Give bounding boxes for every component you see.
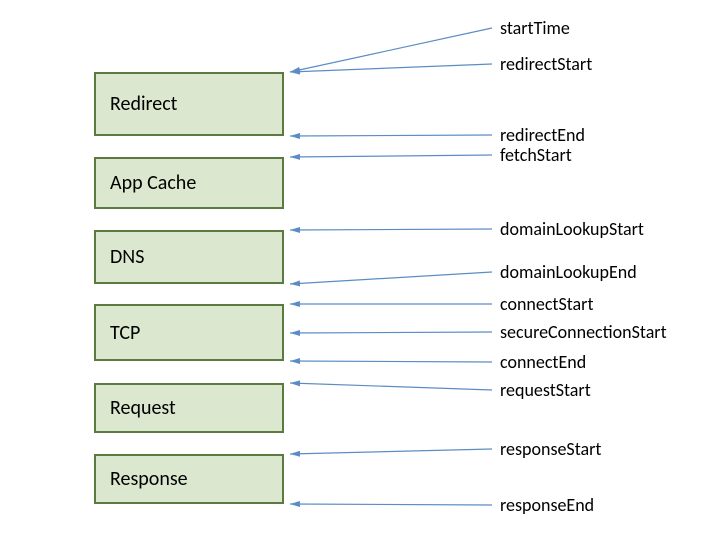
arrow-requestStart [290,383,492,390]
phase-label-response: Response [110,467,188,491]
timing-label-redirectEnd: redirectEnd [500,124,585,146]
arrow-startTime [290,28,492,72]
timing-label-connectEnd: connectEnd [500,351,586,373]
diagram-stage: Redirect App Cache DNS TCP Request Response st… [0,0,720,540]
phase-box-appcache: App Cache [94,157,284,209]
arrow-responseEnd [290,504,492,505]
phase-box-redirect: Redirect [94,72,284,136]
arrow-redirectEnd [290,135,492,136]
phase-box-response: Response [94,454,284,504]
phase-label-dns: DNS [110,245,144,269]
phase-box-tcp: TCP [94,304,284,361]
phase-box-dns: DNS [94,230,284,284]
timing-label-redirectStart: redirectStart [500,53,592,75]
phase-label-redirect: Redirect [110,92,177,116]
arrow-connectEnd [290,361,492,362]
timing-label-responseStart: responseStart [500,438,601,460]
timing-label-fetchStart: fetchStart [500,144,572,166]
timing-label-secureConnectionStart: secureConnectionStart [500,321,667,343]
phase-label-request: Request [110,396,176,420]
arrow-responseStart [290,449,492,454]
arrow-domainLookupEnd [290,272,492,284]
phase-label-tcp: TCP [110,321,140,345]
phase-label-appcache: App Cache [110,171,196,195]
phase-box-request: Request [94,383,284,433]
arrow-domainLookupStart [290,229,492,230]
timing-label-domainLookupEnd: domainLookupEnd [500,261,637,283]
arrow-fetchStart [290,155,492,157]
timing-label-requestStart: requestStart [500,379,591,401]
timing-label-domainLookupStart: domainLookupStart [500,218,644,240]
timing-label-startTime: startTime [500,17,570,39]
arrow-secureConnectionStart [290,332,492,333]
arrow-redirectStart [290,64,492,72]
timing-label-responseEnd: responseEnd [500,494,594,516]
timing-label-connectStart: connectStart [500,293,593,315]
